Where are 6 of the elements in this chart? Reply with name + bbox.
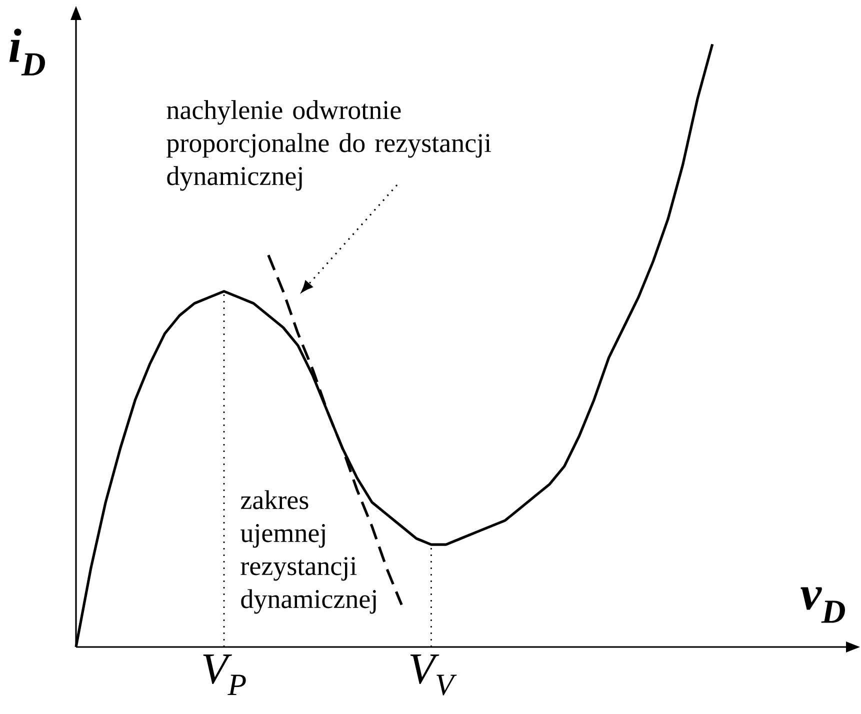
x-tick-label: V$_{V}$: [410, 654, 457, 696]
annotation: zakres ujemnej rezystancji dynamicznej: [240, 490, 376, 614]
annotation: nachylenie odwrotnie proporcjonalne do rezystancji dynamicznej: [166, 100, 492, 191]
x-axis-title: v$_{D}$: [800, 587, 845, 623]
x-tick-label: V$_{P}$: [203, 654, 246, 695]
y-axis-title: i$_{D}$: [9, 28, 46, 76]
